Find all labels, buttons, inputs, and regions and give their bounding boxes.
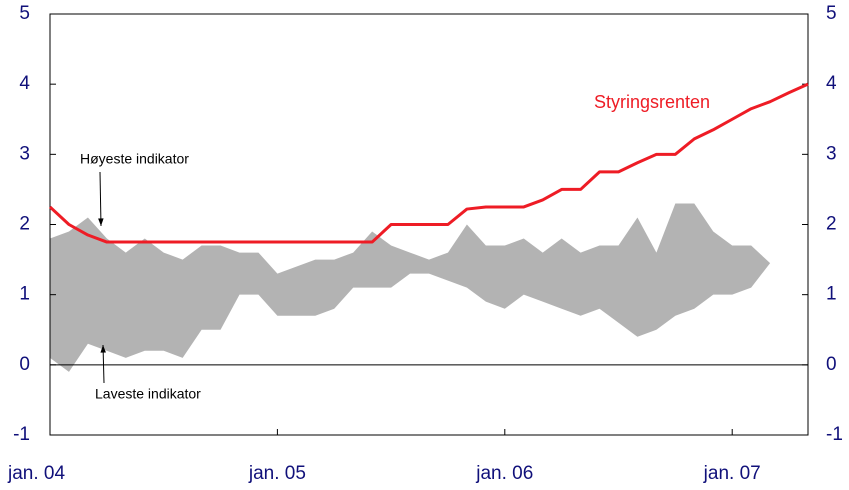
- x-tick-label: jan. 07: [703, 463, 761, 484]
- x-tick-label: jan. 06: [475, 463, 533, 484]
- y-tick-label: 1: [19, 284, 30, 305]
- y-tick-label: -1: [13, 424, 30, 445]
- low-arrow-head: [100, 345, 106, 353]
- y-tick-label: 4: [19, 73, 30, 94]
- low-label: Laveste indikator: [95, 386, 201, 402]
- rate-label: Styringsrenten: [594, 92, 710, 112]
- y-tick-label: 5: [19, 3, 30, 24]
- y-tick-label: 0: [19, 354, 30, 375]
- indicator-band: [50, 203, 771, 372]
- y2-tick-label: 2: [826, 214, 837, 235]
- y2-tick-label: 5: [826, 3, 837, 24]
- y2-tick-label: 4: [826, 73, 837, 94]
- high-label: Høyeste indikator: [80, 151, 189, 167]
- x-tick-label: jan. 05: [248, 463, 306, 484]
- y-tick-label: 3: [19, 143, 30, 164]
- y2-tick-label: 1: [826, 284, 837, 305]
- y-tick-label: 2: [19, 214, 30, 235]
- rate-line: [48, 82, 809, 244]
- y2-tick-label: -1: [826, 424, 843, 445]
- y2-tick-label: 0: [826, 354, 837, 375]
- high-arrow-head: [98, 218, 104, 226]
- y2-tick-label: 3: [826, 143, 837, 164]
- high-arrow: [99, 171, 102, 227]
- x-tick-label: jan. 04: [7, 463, 65, 484]
